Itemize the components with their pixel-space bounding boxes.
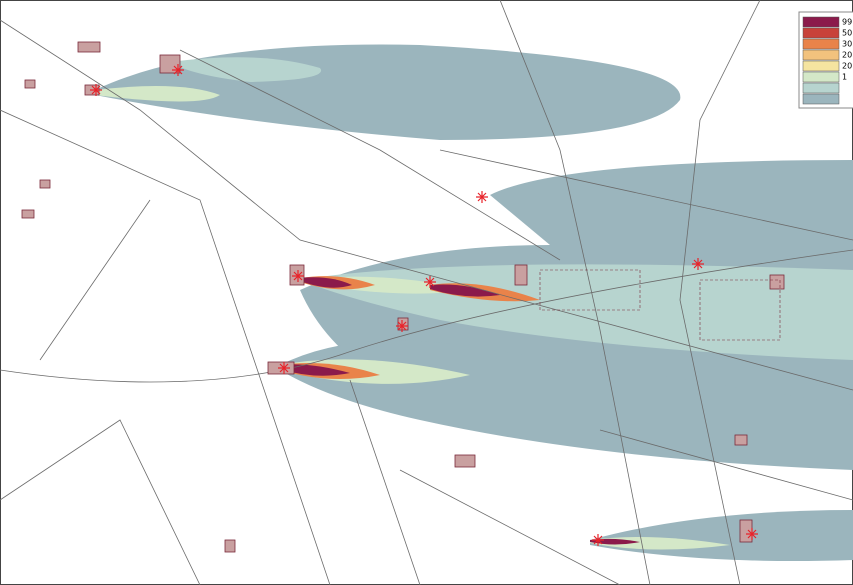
plume-core bbox=[280, 364, 350, 376]
building bbox=[769, 274, 785, 290]
source bbox=[476, 191, 488, 203]
road bbox=[0, 19, 853, 391]
road bbox=[0, 249, 853, 383]
legend: 99 50 30 20 20 1 bbox=[798, 11, 853, 109]
legend-label: 20 bbox=[842, 51, 852, 60]
legend-swatch bbox=[802, 82, 840, 94]
legend-label: 1 bbox=[842, 73, 847, 82]
road bbox=[499, 0, 651, 585]
road bbox=[0, 109, 331, 585]
source bbox=[396, 320, 408, 332]
road bbox=[399, 469, 621, 585]
building-cluster bbox=[699, 279, 781, 341]
road bbox=[349, 379, 421, 585]
source bbox=[278, 362, 290, 374]
legend-swatch bbox=[802, 16, 840, 28]
sources bbox=[90, 64, 758, 546]
road bbox=[39, 199, 151, 361]
building bbox=[514, 264, 528, 286]
plume-core bbox=[430, 284, 500, 297]
legend-swatch bbox=[802, 60, 840, 72]
plume-mid bbox=[95, 86, 220, 102]
building bbox=[397, 317, 409, 331]
legend-swatch bbox=[802, 93, 840, 105]
legend-swatch bbox=[802, 71, 840, 83]
village bbox=[539, 269, 781, 341]
road bbox=[179, 49, 561, 261]
road bbox=[599, 429, 853, 501]
legend-swatch bbox=[802, 49, 840, 61]
legend-label: 50 bbox=[842, 29, 852, 38]
building bbox=[159, 54, 181, 74]
building bbox=[739, 519, 753, 543]
source bbox=[746, 528, 758, 540]
building bbox=[24, 79, 36, 89]
building bbox=[734, 434, 748, 446]
source bbox=[592, 534, 604, 546]
legend-label: 99 bbox=[842, 18, 852, 27]
plume-mid bbox=[170, 57, 322, 82]
plumes bbox=[95, 44, 853, 561]
source bbox=[692, 258, 704, 270]
legend-swatch bbox=[802, 38, 840, 50]
source bbox=[172, 64, 184, 76]
legend-label: 20 bbox=[842, 62, 852, 71]
building bbox=[454, 454, 476, 468]
building bbox=[77, 41, 101, 53]
road bbox=[0, 419, 201, 585]
buildings bbox=[21, 41, 785, 553]
road bbox=[439, 149, 853, 241]
building bbox=[39, 179, 51, 189]
building-cluster bbox=[539, 269, 641, 311]
road bbox=[679, 0, 761, 585]
building bbox=[224, 539, 236, 553]
plume-core bbox=[300, 277, 352, 288]
source bbox=[292, 270, 304, 282]
source bbox=[90, 84, 102, 96]
source bbox=[424, 276, 436, 288]
legend-label: 30 bbox=[842, 40, 852, 49]
building bbox=[21, 209, 35, 219]
legend-swatch bbox=[802, 27, 840, 39]
